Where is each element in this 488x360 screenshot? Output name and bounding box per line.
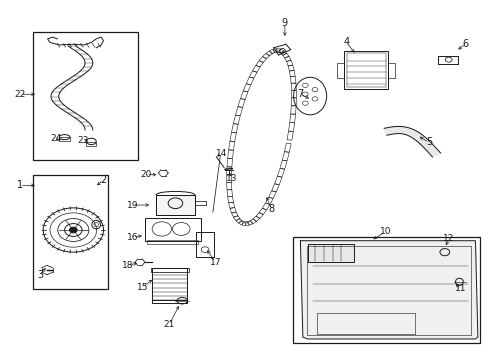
Bar (336, 63, 344, 78)
Text: 10: 10 (379, 227, 390, 236)
Text: 9: 9 (281, 18, 287, 28)
Bar (156, 195, 195, 215)
Bar (344, 51, 387, 89)
Text: 19: 19 (127, 201, 138, 210)
Text: 17: 17 (209, 258, 221, 267)
Text: 7: 7 (297, 89, 303, 99)
Bar (387, 63, 394, 78)
Text: 8: 8 (267, 203, 274, 213)
Text: 2: 2 (100, 175, 106, 185)
Bar (317, 313, 414, 334)
Polygon shape (384, 126, 440, 157)
Text: 24: 24 (50, 134, 61, 143)
Bar (150, 267, 188, 272)
Text: 18: 18 (122, 261, 133, 270)
Circle shape (69, 227, 77, 233)
Text: 13: 13 (225, 174, 237, 183)
Text: 14: 14 (215, 149, 226, 158)
Polygon shape (300, 241, 477, 339)
Bar (152, 268, 187, 303)
Text: 16: 16 (127, 233, 138, 242)
Text: 12: 12 (442, 234, 453, 243)
Bar (156, 195, 195, 215)
Text: 21: 21 (163, 320, 175, 329)
Text: 6: 6 (462, 39, 468, 49)
Text: 4: 4 (343, 37, 349, 48)
Bar (346, 53, 385, 87)
Bar (196, 232, 214, 257)
Bar (33, 32, 137, 160)
Text: 15: 15 (136, 283, 148, 292)
Bar (292, 237, 479, 342)
Bar (59, 137, 70, 141)
Text: 20: 20 (141, 170, 152, 179)
Text: 1: 1 (17, 180, 23, 190)
Text: 22: 22 (14, 90, 25, 99)
Text: 5: 5 (425, 138, 431, 148)
Text: 23: 23 (77, 136, 89, 145)
Bar (144, 217, 201, 241)
Bar (33, 175, 108, 289)
Bar (306, 246, 470, 336)
Bar (195, 201, 205, 205)
Text: 11: 11 (454, 284, 466, 293)
Bar (147, 240, 198, 244)
Bar (307, 244, 353, 262)
Text: 3: 3 (37, 270, 43, 280)
Bar (86, 142, 96, 146)
Bar (307, 244, 353, 262)
